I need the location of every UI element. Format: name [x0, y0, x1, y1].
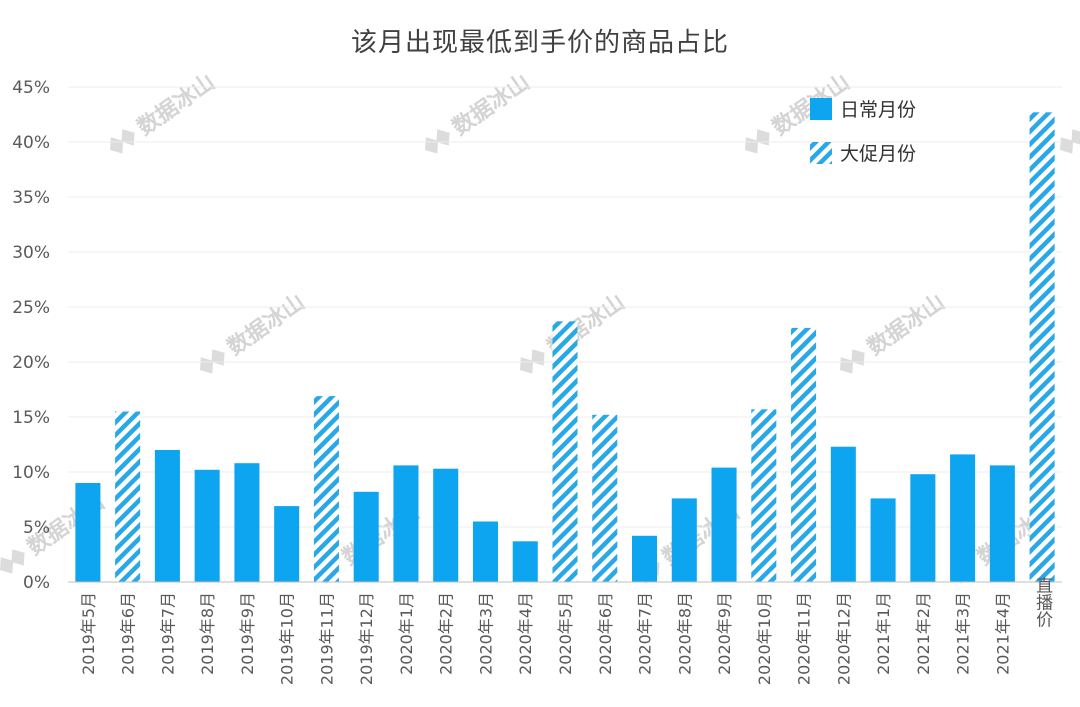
bar-promo: [592, 414, 618, 582]
x-tick-label: 2020年6月: [596, 592, 615, 675]
watermark: 数据冰山: [200, 289, 310, 374]
watermark-logo: [110, 129, 135, 154]
bar-promo: [552, 321, 578, 582]
watermark-logo: [745, 129, 770, 154]
watermark-logo: [0, 549, 25, 574]
y-tick-label: 20%: [12, 353, 50, 373]
x-tick-label: 2019年11月: [317, 592, 336, 685]
watermark-text: 数据冰山: [133, 69, 220, 141]
x-tick-label: 2021年2月: [914, 592, 933, 675]
watermark: 数据冰山: [745, 69, 855, 154]
x-tick-label: 2019年10月: [278, 592, 297, 685]
watermark-logo: [520, 349, 545, 374]
watermark-text: 数据冰山: [223, 289, 310, 361]
bar-regular: [671, 498, 697, 582]
y-tick-label: 40%: [12, 133, 50, 153]
x-tick-label: 2021年3月: [954, 592, 973, 675]
x-tick-label: 直播价: [1032, 576, 1053, 627]
bar-regular: [870, 498, 896, 582]
y-tick-label: 25%: [12, 298, 50, 318]
x-tick-label: 2020年2月: [437, 592, 456, 675]
x-tick-label: 2020年1月: [397, 592, 416, 675]
bar-promo: [115, 411, 141, 582]
bar-regular: [512, 541, 538, 582]
y-tick-label: 5%: [23, 518, 50, 538]
x-tick-label: 2020年11月: [795, 592, 814, 685]
watermark-text: 数据冰山: [448, 69, 535, 141]
chart-title: 该月出现最低到手价的商品占比: [350, 28, 729, 58]
x-tick-label: 2020年9月: [715, 592, 734, 675]
x-tick-label: 2020年10月: [755, 592, 774, 685]
y-tick-label: 35%: [12, 188, 50, 208]
bar-regular: [433, 468, 459, 582]
x-tick-label: 2019年8月: [198, 592, 217, 675]
x-tick-label: 2020年4月: [516, 592, 535, 675]
bar-regular: [194, 469, 220, 582]
y-tick-label: 10%: [12, 463, 50, 483]
x-tick-label: 2020年12月: [834, 592, 853, 685]
legend-label: 日常月份: [840, 99, 916, 121]
watermark: 数据冰山: [1060, 129, 1080, 154]
watermark: 数据冰山: [840, 289, 950, 374]
bar-regular: [472, 521, 499, 582]
x-tick-label: 2019年7月: [158, 592, 177, 675]
bar-regular: [234, 463, 260, 582]
x-tick-label: 2021年1月: [874, 592, 893, 675]
bar-promo: [791, 327, 817, 582]
x-tick-label: 2021年4月: [993, 592, 1012, 675]
bar-regular: [631, 535, 658, 582]
watermark: 数据冰山: [110, 69, 220, 154]
bar-regular: [154, 450, 180, 582]
bar-regular: [274, 506, 300, 582]
x-tick-label: 2020年5月: [556, 592, 575, 675]
x-tick-label: 2019年9月: [238, 592, 257, 675]
x-tick-label: 2019年6月: [119, 592, 138, 675]
watermark: 数据冰山: [425, 69, 535, 154]
x-tick-label: 2020年7月: [636, 592, 655, 675]
y-tick-label: 0%: [23, 573, 50, 593]
x-tick-label: 2020年8月: [675, 592, 694, 675]
watermark-logo: [1060, 129, 1080, 154]
legend-label: 大促月份: [840, 143, 916, 165]
watermark-logo: [425, 129, 450, 154]
bar-regular: [989, 465, 1015, 582]
bar-promo: [1029, 112, 1055, 583]
legend-swatch: [810, 142, 832, 164]
bar-promo: [313, 396, 339, 582]
x-tick-label: 2019年5月: [79, 592, 98, 675]
legend-swatch: [810, 98, 832, 120]
watermark-text: 数据冰山: [863, 289, 950, 361]
bar-regular: [830, 446, 856, 582]
x-tick-label: 2020年3月: [476, 592, 495, 675]
y-tick-label: 15%: [12, 408, 50, 428]
bar-regular: [950, 454, 976, 582]
watermark-logo: [840, 349, 865, 374]
y-tick-label: 30%: [12, 243, 50, 263]
y-tick-label: 45%: [12, 78, 50, 98]
bar-regular: [75, 483, 101, 582]
bar-regular: [393, 465, 419, 582]
bar-regular: [711, 467, 737, 582]
watermark-logo: [200, 349, 225, 374]
bar-regular: [910, 474, 936, 582]
x-tick-label: 2019年12月: [357, 592, 376, 685]
bar-promo: [751, 409, 777, 582]
bar-regular: [353, 491, 379, 582]
